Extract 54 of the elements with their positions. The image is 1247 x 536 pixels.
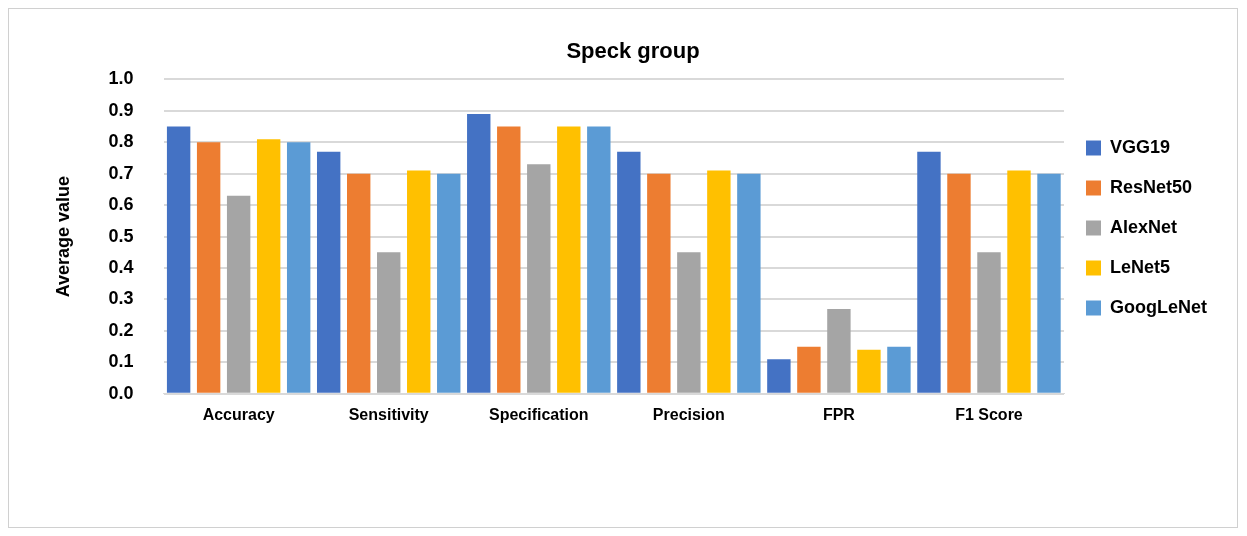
bar (707, 170, 731, 393)
bar (377, 252, 401, 393)
y-tick-label: 0.2 (108, 319, 134, 340)
bar (437, 173, 461, 393)
bar (917, 151, 941, 393)
bar (767, 359, 791, 393)
bar (166, 126, 191, 393)
bar (947, 173, 971, 393)
y-tick-label: 0.7 (108, 162, 134, 183)
bar (737, 173, 761, 393)
bar (256, 139, 281, 393)
y-tick-label: 0.3 (108, 288, 134, 309)
bar (617, 151, 641, 393)
bar (557, 126, 581, 393)
bar (467, 113, 491, 393)
y-tick-label: 0.0 (108, 382, 134, 403)
chart-title: Speck group (566, 38, 700, 64)
bar (407, 170, 431, 393)
bar (797, 346, 821, 393)
bar (1037, 173, 1061, 393)
bar (827, 308, 851, 393)
bar (226, 195, 251, 393)
y-axis-title: Average value (52, 175, 73, 298)
bar (857, 349, 881, 393)
bar (286, 142, 311, 393)
y-tick-label: 0.4 (108, 257, 134, 278)
x-tick-label: Sensitivity (348, 405, 429, 423)
bar (977, 252, 1001, 393)
bar (497, 126, 521, 393)
x-tick-label: FPR (822, 405, 856, 423)
bar (196, 142, 221, 393)
bar (527, 164, 551, 393)
x-tick-label: F1 Score (955, 405, 1023, 423)
x-tick-label: Precision (652, 405, 725, 423)
y-tick-label: 0.8 (108, 131, 134, 152)
legend-label: AlexNet (1110, 216, 1178, 237)
y-tick-label: 0.1 (108, 351, 134, 372)
bar (887, 346, 911, 393)
bar (347, 173, 371, 393)
bar (677, 252, 701, 393)
bar (587, 126, 611, 393)
legend-label: VGG19 (1110, 136, 1171, 157)
bar (647, 173, 671, 393)
bar (316, 151, 341, 393)
y-tick-label: 1.0 (108, 68, 134, 89)
legend-label: GoogLeNet (1110, 296, 1208, 317)
y-tick-label: 0.6 (108, 194, 134, 215)
bar (1007, 170, 1031, 393)
y-tick-label: 0.5 (108, 225, 134, 246)
legend-label: LeNet5 (1110, 256, 1171, 277)
y-tick-label: 0.9 (108, 99, 134, 120)
x-tick-label: Specification (488, 405, 589, 423)
legend-label: ResNet50 (1110, 176, 1193, 197)
x-tick-label: Accuracy (202, 405, 275, 423)
